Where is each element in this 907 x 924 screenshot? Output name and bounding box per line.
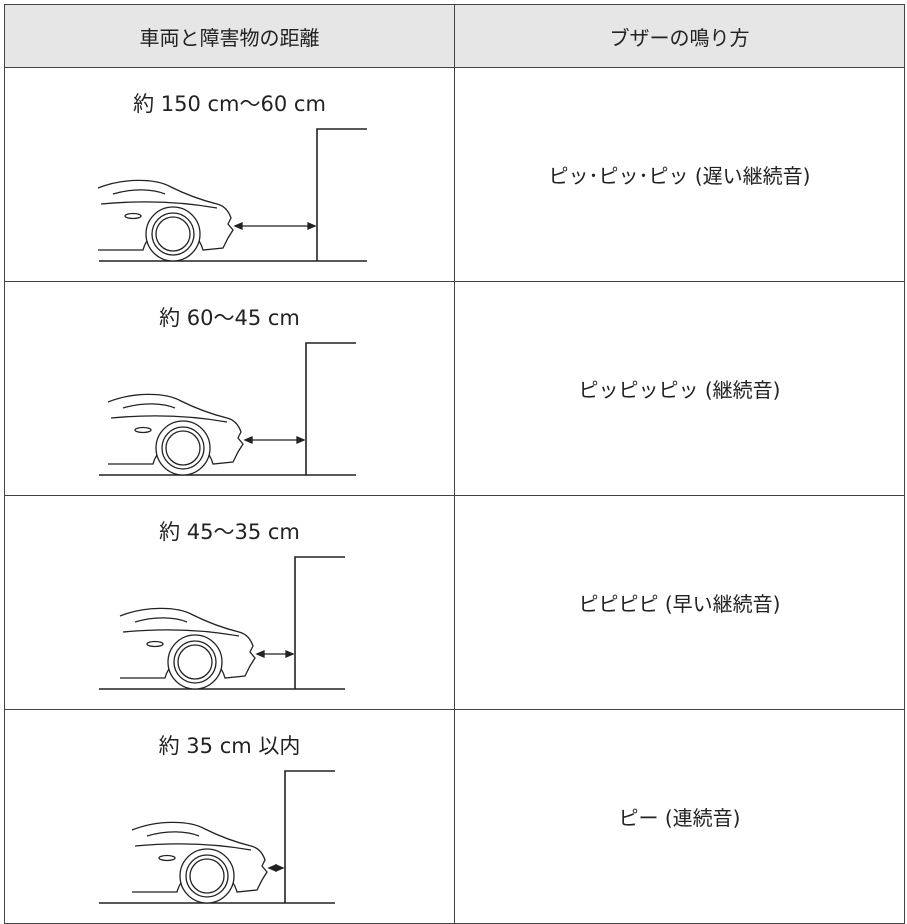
illustration-part	[99, 342, 356, 476]
illustration-part	[189, 858, 225, 894]
illustration-part	[173, 640, 217, 684]
table-body: 約 150 cm〜60 cm ピッ･ピッ･ピッ (遅い継続音) 約 60〜45 c…	[5, 68, 904, 924]
illustration-part	[284, 770, 335, 903]
table-row: 約 45〜35 cm ピピピピ (早い継続音)	[5, 496, 904, 710]
table-row: 約 60〜45 cm ピッピッピッ (継続音)	[5, 282, 904, 496]
illustration-part	[316, 128, 367, 261]
illustration-part	[122, 629, 240, 637]
illustration-part	[267, 864, 285, 872]
distance-cell: 約 150 cm〜60 cm	[5, 68, 455, 281]
illustration-part	[155, 420, 211, 476]
sound-text: ピッ･ピッ･ピッ (遅い継続音)	[548, 164, 811, 188]
illustration-part	[161, 426, 205, 470]
illustration-part	[112, 189, 166, 195]
car-illustration	[97, 128, 367, 262]
sound-text: ピー (連続音)	[618, 806, 741, 830]
car-illustration	[99, 770, 335, 904]
illustration-part	[177, 644, 213, 680]
table-header: 車両と障害物の距離 ブザーの鳴り方	[5, 5, 904, 68]
sound-cell: ピー (連続音)	[455, 710, 904, 923]
sound-cell: ピッピッピッ (継続音)	[455, 282, 904, 495]
table: 車両と障害物の距離 ブザーの鳴り方 約 150 cm〜60 cm ピッ･ピッ･ピ…	[4, 4, 905, 924]
distance-cell: 約 45〜35 cm	[5, 496, 455, 709]
illustration-part	[146, 640, 164, 648]
illustration-part	[99, 556, 345, 690]
illustration-part	[255, 650, 295, 658]
illustration-part	[145, 206, 201, 262]
illustration-part	[155, 216, 191, 252]
illustration-part	[97, 128, 367, 262]
distance-cell: 約 60〜45 cm	[5, 282, 455, 495]
sound-cell: ピッ･ピッ･ピッ (遅い継続音)	[455, 68, 904, 281]
illustration-part	[243, 436, 306, 444]
car-illustration	[99, 342, 356, 476]
illustration-part	[134, 426, 152, 434]
illustration-part	[100, 201, 218, 209]
illustration-part	[294, 556, 345, 689]
illustration-part	[134, 843, 252, 851]
sound-text: ピピピピ (早い継続音)	[578, 592, 781, 616]
illustration-part	[167, 634, 223, 690]
illustration-part	[151, 212, 195, 256]
sound-text: ピッピッピッ (継続音)	[578, 378, 781, 402]
illustration-part	[110, 415, 228, 423]
distance-text: 約 35 cm 以内	[158, 734, 301, 758]
distance-text: 約 60〜45 cm	[159, 306, 300, 330]
distance-text: 約 150 cm〜60 cm	[133, 92, 326, 116]
distance-text: 約 45〜35 cm	[159, 520, 300, 544]
header-cell: ブザーの鳴り方	[454, 5, 904, 67]
illustration-part	[134, 617, 188, 623]
illustration-part	[146, 831, 200, 837]
illustration-part	[233, 222, 317, 230]
table-row: 約 35 cm 以内 ピー (連続音)	[5, 710, 904, 924]
car-illustration	[99, 556, 345, 690]
header-cell: 車両と障害物の距離	[139, 25, 320, 50]
illustration-part	[122, 403, 176, 409]
illustration-part	[158, 854, 176, 862]
illustration-part	[185, 854, 229, 898]
sound-cell: ピピピピ (早い継続音)	[455, 496, 904, 709]
table-row: 約 150 cm〜60 cm ピッ･ピッ･ピッ (遅い継続音)	[5, 68, 904, 282]
illustration-part	[124, 212, 142, 220]
illustration-part	[305, 342, 356, 475]
illustration-part	[165, 430, 201, 466]
illustration-part	[99, 770, 335, 904]
distance-cell: 約 35 cm 以内	[5, 710, 455, 923]
illustration-part	[179, 848, 235, 904]
